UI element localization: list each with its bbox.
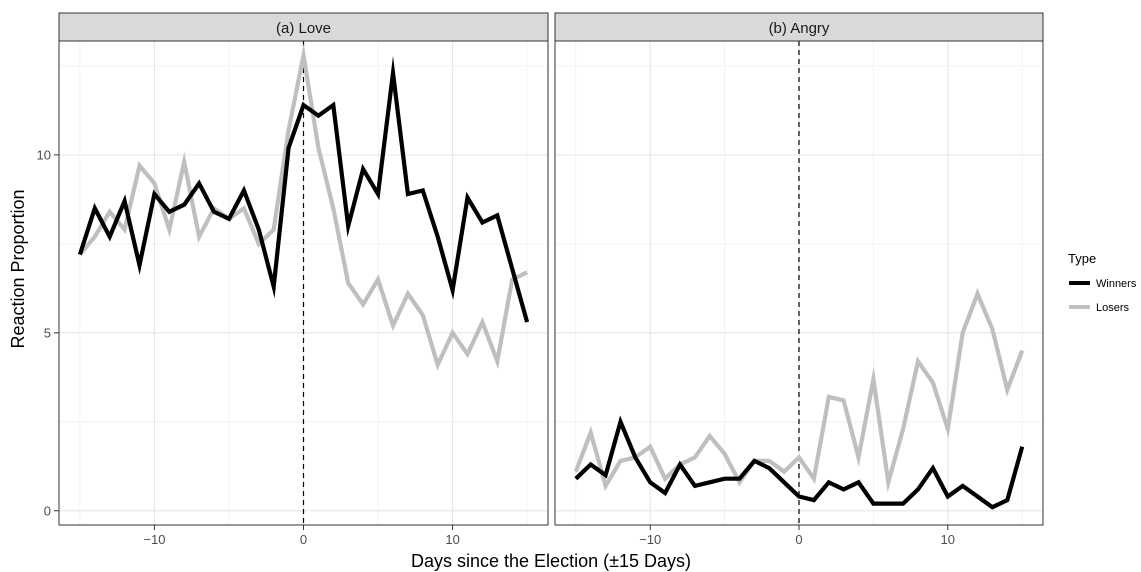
x-tick-label: 0	[795, 532, 802, 547]
series-love	[77, 43, 530, 371]
legend: Type Winners Losers	[1068, 251, 1137, 314]
x-axis-love: −10 0 10	[143, 525, 460, 547]
legend-label-losers: Losers	[1096, 302, 1130, 314]
y-axis-title: Reaction Proportion	[8, 189, 28, 348]
strip-label-love: (a) Love	[276, 20, 331, 37]
x-tick-label: −10	[143, 532, 165, 547]
panel-angry: (b) Angry	[554, 12, 1044, 526]
y-tick-label: 5	[44, 325, 51, 340]
x-tick-label: 10	[941, 532, 955, 547]
series-line-losers	[78, 43, 529, 371]
strip-angry	[554, 12, 1044, 42]
series-line-winners	[574, 415, 1025, 510]
x-tick-label: −10	[639, 532, 661, 547]
x-axis-angry: −10 0 10	[639, 525, 955, 547]
series-line-losers	[573, 288, 1025, 493]
panel-love: (a) Love	[58, 12, 549, 526]
legend-label-winners: Winners	[1096, 278, 1137, 290]
legend-title: Type	[1068, 251, 1096, 266]
series-line-winners	[77, 55, 530, 323]
x-tick-label: 10	[445, 532, 459, 547]
y-axis: 0 5 10	[37, 147, 59, 518]
strip-love	[58, 12, 549, 42]
y-tick-label: 10	[37, 147, 51, 162]
y-tick-label: 0	[44, 503, 51, 518]
series-angry	[573, 288, 1025, 510]
strip-label-angry: (b) Angry	[769, 20, 830, 37]
x-tick-label: 0	[300, 532, 307, 547]
x-axis-title: Days since the Election (±15 Days)	[411, 551, 691, 571]
